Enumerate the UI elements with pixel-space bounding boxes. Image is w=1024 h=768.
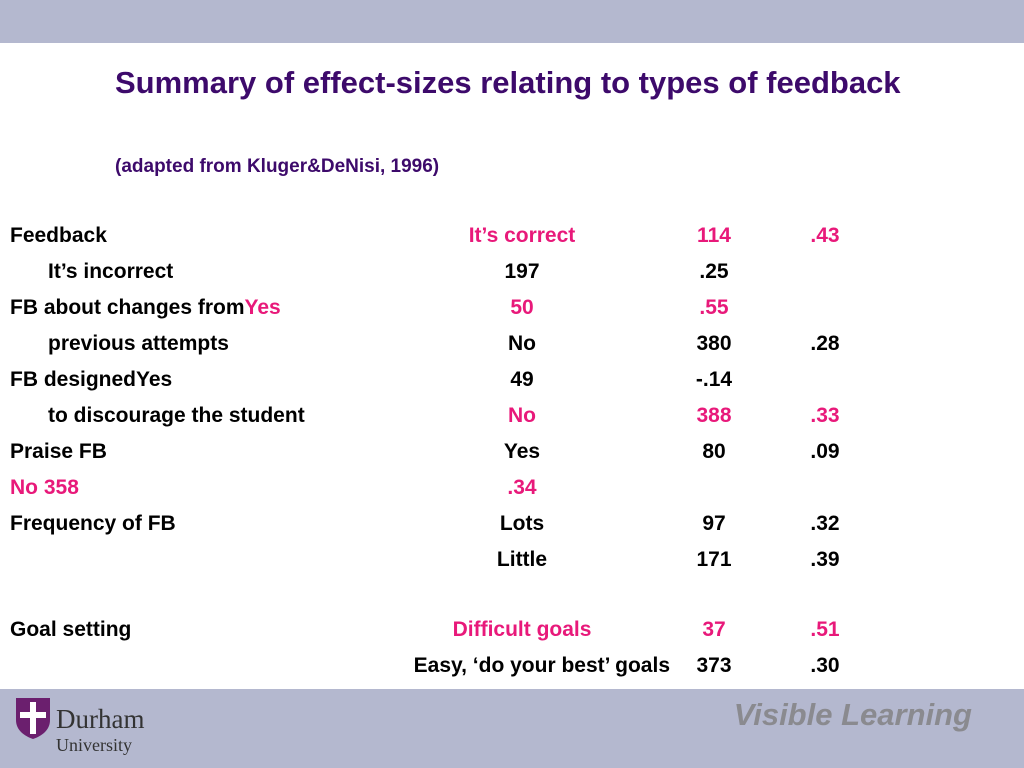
- row-n: 80: [702, 440, 726, 463]
- row-label: Feedback: [10, 224, 107, 247]
- row-condition: Difficult goals: [452, 618, 592, 641]
- row-condition: 197: [504, 260, 540, 283]
- row-n: 97: [702, 512, 726, 535]
- row-label: Goal setting: [10, 618, 132, 641]
- row-n: .55: [699, 296, 729, 319]
- slide-title: Summary of effect-sizes relating to type…: [115, 65, 901, 100]
- row-label: Praise FB: [10, 440, 107, 463]
- row-label: FB designedYes: [10, 368, 173, 391]
- row-effect-size: .32: [810, 512, 840, 535]
- row-condition: No: [508, 332, 536, 355]
- row-n: 171: [696, 548, 732, 571]
- row-label: No 358: [10, 470, 79, 506]
- table-row: Little 171 .39: [0, 542, 1024, 578]
- row-condition: .34: [507, 476, 537, 499]
- row-condition: Yes: [503, 440, 541, 463]
- row-condition: Lots: [499, 512, 545, 535]
- university-name: Durham: [56, 704, 145, 734]
- row-n: 380: [696, 332, 732, 355]
- durham-university-logo: Durham University: [14, 696, 184, 762]
- table-row: to discourage the student No 388 .33: [0, 398, 1024, 434]
- row-effect-size: .28: [810, 332, 840, 355]
- row-condition: No: [508, 404, 536, 427]
- table-row: Praise FB Yes 80 .09: [0, 434, 1024, 470]
- row-label-text: FB about changes from: [10, 296, 245, 319]
- slide-subtitle: (adapted from Kluger&DeNisi, 1996): [115, 156, 440, 177]
- row-label: previous attempts: [48, 332, 229, 355]
- table-row: Frequency of FB Lots 97 .32: [0, 506, 1024, 542]
- row-effect-size: .30: [810, 654, 840, 677]
- table-row: It’s incorrect 197 .25: [0, 254, 1024, 290]
- row-condition: Little: [496, 548, 548, 571]
- top-band: [0, 0, 1024, 43]
- bottom-band: [0, 689, 1024, 768]
- table-row: previous attempts No 380 .28: [0, 326, 1024, 362]
- row-condition: 49: [510, 368, 534, 391]
- table-row: Feedback It’s correct 114 .43: [0, 218, 1024, 254]
- row-effect-size: .51: [810, 618, 840, 641]
- table-row: Easy, ‘do your best’ goals 373 .30: [0, 648, 1024, 684]
- shield-icon: [16, 698, 50, 739]
- row-n: 37: [702, 618, 726, 641]
- row-label-tail: 358: [43, 476, 79, 499]
- row-effect-size: .33: [810, 404, 840, 427]
- row-label: to discourage the student: [48, 404, 305, 427]
- university-sub: University: [56, 735, 132, 755]
- row-n: 114: [697, 224, 731, 247]
- row-effect-size: .09: [810, 440, 840, 463]
- row-n: .25: [699, 260, 729, 283]
- table-row: No 358 .34: [0, 470, 1024, 506]
- table-row: FB about changes fromYes 50 .55: [0, 290, 1024, 326]
- row-effect-size: .39: [810, 548, 840, 571]
- row-label-text: No: [10, 476, 38, 499]
- table-row: FB designedYes 49 -.14: [0, 362, 1024, 398]
- row-condition: Easy, ‘do your best’ goals: [413, 654, 670, 677]
- row-label: Frequency of FB: [10, 512, 176, 535]
- row-n: 373: [696, 654, 732, 677]
- row-label-tail: Yes: [244, 296, 281, 319]
- row-label: FB about changes fromYes: [10, 290, 281, 326]
- row-effect-size: .43: [810, 224, 840, 247]
- table-row: Goal setting Difficult goals 37 .51: [0, 612, 1024, 648]
- row-n: -.14: [695, 368, 733, 391]
- row-n: 388: [696, 404, 732, 427]
- brand-text: Visible Learning: [733, 697, 972, 732]
- row-condition: 50: [510, 296, 534, 319]
- row-condition: It’s correct: [468, 224, 576, 247]
- row-label: It’s incorrect: [48, 260, 174, 283]
